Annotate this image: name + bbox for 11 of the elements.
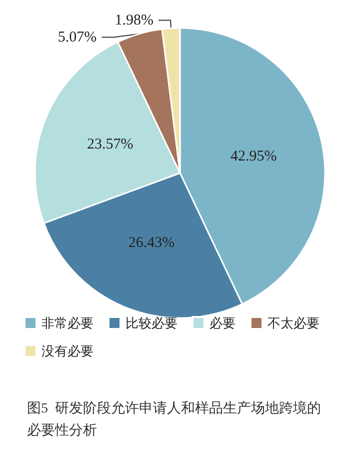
legend-label: 没有必要 [42,344,94,358]
legend-label: 非常必要 [42,316,94,330]
text: 图5 研发阶段允许申请人和样品生产场地跨境的必要性分析 [27,400,321,438]
data-label: 5.07% [58,29,97,46]
legend-label: 必要 [210,316,236,330]
legend-label: 不太必要 [268,316,320,330]
data-label: 42.95% [230,148,277,164]
data-label: 23.57% [86,136,134,152]
legend-label: 比较必要 [126,316,178,330]
data-label: 26.43% [128,234,175,251]
data-label: 1.98% [114,12,154,28]
